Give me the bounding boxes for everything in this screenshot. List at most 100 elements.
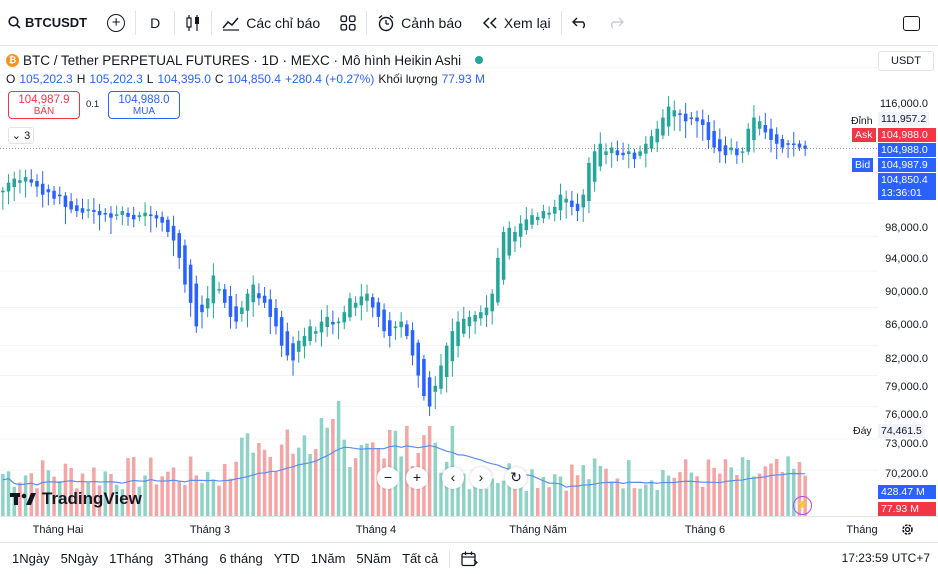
collapse-indicators-button[interactable]: ⌄ 3 bbox=[8, 127, 34, 144]
candle-body bbox=[405, 324, 409, 336]
calendar-range-icon[interactable] bbox=[461, 551, 479, 567]
candle-body bbox=[69, 201, 73, 210]
volume-bar bbox=[114, 484, 119, 516]
candle-body bbox=[296, 340, 301, 352]
reset-chart-button[interactable]: ↻ bbox=[505, 467, 527, 489]
replay-button[interactable]: Xem lại bbox=[472, 0, 561, 46]
candle-body bbox=[547, 212, 551, 215]
candle-body bbox=[467, 316, 472, 327]
chevron-right-icon: › bbox=[478, 469, 484, 485]
tradingview-logo[interactable]: TradingView bbox=[10, 489, 142, 509]
candle-body bbox=[177, 233, 182, 258]
candle-body bbox=[251, 284, 255, 303]
volume-bar bbox=[359, 445, 364, 516]
zoom-out-button[interactable]: − bbox=[377, 467, 399, 489]
candle-body bbox=[774, 134, 779, 144]
volume-bar bbox=[6, 471, 11, 516]
range-all-button[interactable]: Tất cả bbox=[402, 551, 439, 566]
chevron-down-icon: ⌄ bbox=[11, 130, 22, 142]
alerts-button[interactable]: Cảnh báo bbox=[367, 0, 472, 46]
sell-button[interactable]: 104,987.9 BÁN bbox=[8, 91, 80, 119]
candle-body bbox=[274, 308, 278, 327]
layouts-button[interactable] bbox=[330, 0, 366, 46]
range-1d-button[interactable]: 1Ngày bbox=[12, 551, 50, 566]
candle-body bbox=[609, 147, 614, 154]
price-tick: 86,000.0 bbox=[885, 319, 928, 331]
volume-bar bbox=[314, 449, 318, 516]
range-1y-button[interactable]: 1Năm bbox=[310, 551, 346, 566]
volume-bar bbox=[228, 478, 233, 516]
volume-bar bbox=[257, 442, 261, 516]
fullscreen-button[interactable] bbox=[893, 0, 930, 46]
lightning-icon[interactable]: ⚡ bbox=[793, 496, 812, 515]
volume-bar bbox=[211, 479, 216, 516]
redo-icon bbox=[610, 17, 624, 29]
candle-body bbox=[706, 122, 711, 140]
plus-circle-icon: + bbox=[107, 13, 126, 32]
scroll-left-button[interactable]: ‹ bbox=[442, 467, 464, 489]
undo-button[interactable] bbox=[562, 0, 598, 46]
range-1m-button[interactable]: 1Tháng bbox=[109, 551, 154, 566]
candle-body bbox=[672, 110, 677, 117]
candle-body bbox=[513, 231, 517, 242]
scroll-right-button[interactable]: › bbox=[470, 467, 492, 489]
settings-gear-icon[interactable] bbox=[900, 522, 915, 537]
volume-bar bbox=[1, 473, 5, 516]
candle-body bbox=[126, 212, 130, 217]
volume-bar bbox=[541, 476, 546, 516]
candle-body bbox=[729, 147, 733, 151]
compare-symbol-button[interactable]: + bbox=[97, 0, 135, 46]
buy-price: 104,988.0 bbox=[118, 94, 170, 106]
indicators-label: Các chỉ báo bbox=[246, 14, 321, 31]
range-5d-button[interactable]: 5Ngày bbox=[60, 551, 99, 566]
candle-body bbox=[587, 162, 591, 202]
spread-value: 0.1 bbox=[86, 99, 100, 110]
volume-last-tag: 77.93 M bbox=[878, 502, 936, 516]
candle-body bbox=[496, 257, 500, 303]
volume-value: 77.93 M bbox=[441, 72, 485, 86]
volume-bar bbox=[57, 481, 62, 516]
volume-bar bbox=[547, 487, 551, 516]
collapse-count: 3 bbox=[24, 130, 31, 142]
range-6m-button[interactable]: 6 tháng bbox=[219, 551, 263, 566]
volume-bar bbox=[615, 478, 620, 516]
low-tag-label: Đáy bbox=[853, 425, 872, 437]
volume-bar bbox=[479, 473, 483, 516]
candle-body bbox=[166, 219, 170, 232]
currency-button[interactable]: USDT bbox=[878, 51, 934, 71]
chevron-left-icon: ‹ bbox=[450, 469, 456, 485]
volume-bar bbox=[700, 486, 705, 516]
plus-icon: + bbox=[412, 469, 422, 485]
chart-type-button[interactable] bbox=[175, 0, 211, 46]
time-axis[interactable]: Tháng Hai Tháng 3 Tháng 4 Tháng Năm Thán… bbox=[0, 516, 938, 542]
volume-bar bbox=[69, 467, 73, 516]
range-3m-button[interactable]: 3Tháng bbox=[164, 551, 209, 566]
candle-body bbox=[570, 200, 574, 207]
clock-timezone[interactable]: 17:23:59 UTC+7 bbox=[841, 551, 930, 565]
candle-body bbox=[222, 289, 227, 303]
range-5y-button[interactable]: 5Năm bbox=[356, 551, 392, 566]
price-axis[interactable]: 116,000.0 98,000.0 94,000.0 90,000.0 86,… bbox=[878, 46, 938, 516]
toolbar-divider bbox=[560, 10, 562, 35]
symbol-search-button[interactable]: BTCUSDT bbox=[0, 0, 97, 46]
candle-body bbox=[131, 214, 136, 220]
volume-bar bbox=[439, 472, 443, 516]
zoom-in-button[interactable]: + bbox=[406, 467, 428, 489]
volume-bar bbox=[143, 475, 147, 516]
time-tick: Tháng 3 bbox=[189, 524, 231, 536]
volume-bar bbox=[535, 487, 540, 516]
interval-button[interactable]: D bbox=[136, 0, 174, 46]
indicators-button[interactable]: Các chỉ báo bbox=[212, 0, 330, 46]
volume-bar bbox=[365, 443, 369, 516]
candle-body bbox=[257, 293, 261, 299]
range-ytd-button[interactable]: YTD bbox=[273, 551, 300, 566]
volume-bar bbox=[456, 485, 460, 516]
volume-bar bbox=[80, 473, 85, 516]
price-chart[interactable] bbox=[0, 46, 878, 516]
candle-body bbox=[621, 152, 625, 156]
candle-body bbox=[427, 377, 432, 407]
candle-body bbox=[217, 289, 221, 291]
ask-tag-label: Ask bbox=[852, 128, 876, 142]
redo-button[interactable] bbox=[598, 0, 634, 46]
buy-button[interactable]: 104,988.0 MUA bbox=[108, 91, 180, 119]
